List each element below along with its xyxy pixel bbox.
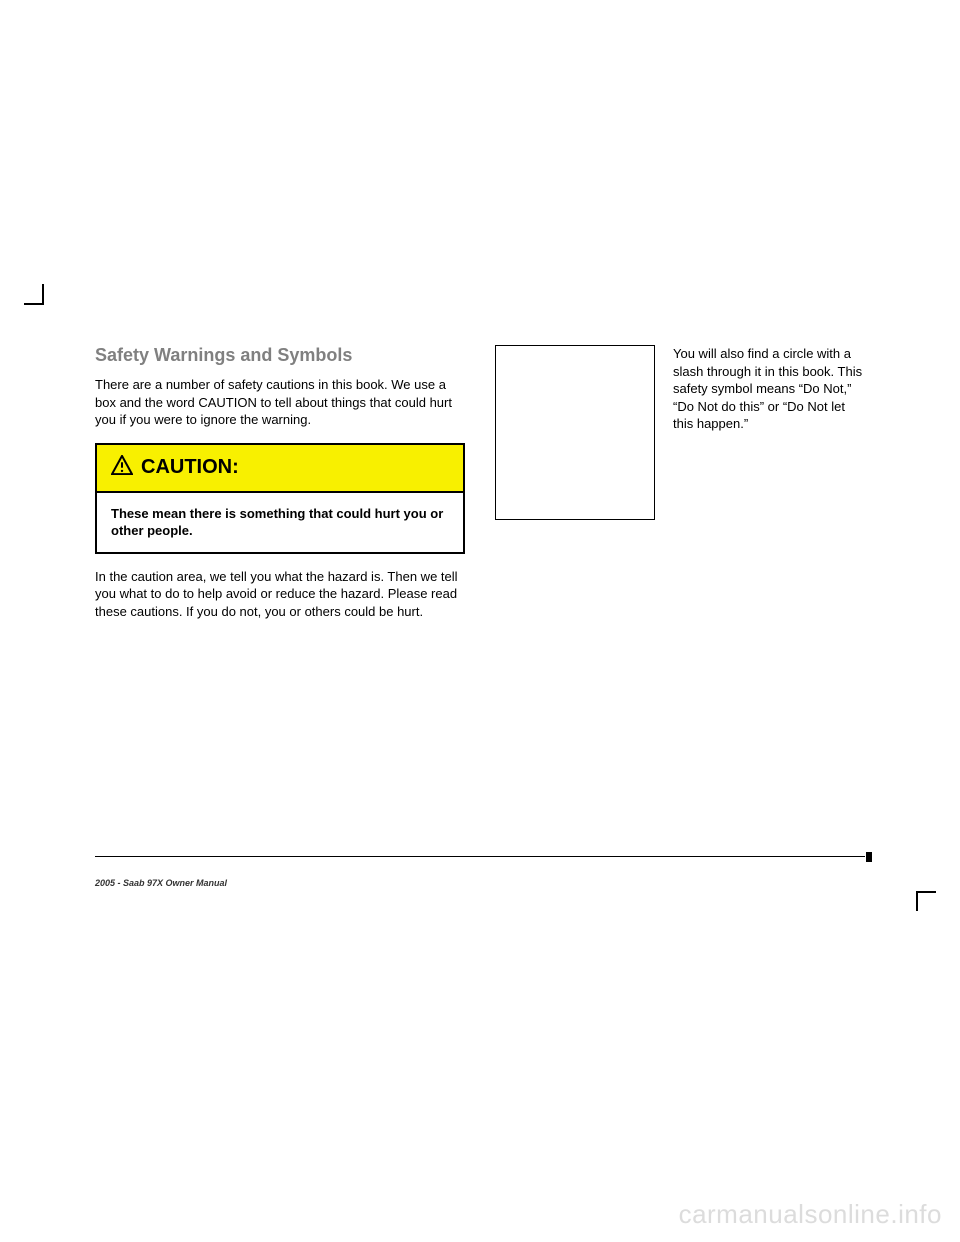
- crop-mark: [916, 891, 918, 911]
- crop-mark: [24, 303, 44, 305]
- footer-text: 2005 - Saab 97X Owner Manual: [95, 878, 227, 888]
- crop-mark: [916, 891, 936, 893]
- caution-label: CAUTION:: [141, 456, 239, 479]
- page-content: Safety Warnings and Symbols There are a …: [95, 345, 865, 634]
- section-heading: Safety Warnings and Symbols: [95, 345, 465, 366]
- caution-body: These mean there is something that could…: [97, 493, 463, 552]
- caution-box: CAUTION: These mean there is something t…: [95, 443, 465, 554]
- intro-paragraph: There are a number of safety cautions in…: [95, 376, 465, 429]
- page-marker: [866, 852, 872, 862]
- after-caution-paragraph: In the caution area, we tell you what th…: [95, 568, 465, 621]
- right-column: You will also find a circle with a slash…: [495, 345, 865, 634]
- watermark: carmanualsonline.info: [679, 1199, 942, 1230]
- symbol-placeholder-box: [495, 345, 655, 520]
- left-column: Safety Warnings and Symbols There are a …: [95, 345, 465, 634]
- warning-triangle-icon: [111, 455, 133, 481]
- crop-mark: [42, 284, 44, 304]
- footer-divider: [95, 856, 865, 857]
- caution-header: CAUTION:: [97, 445, 463, 493]
- right-paragraph: You will also find a circle with a slash…: [673, 345, 865, 634]
